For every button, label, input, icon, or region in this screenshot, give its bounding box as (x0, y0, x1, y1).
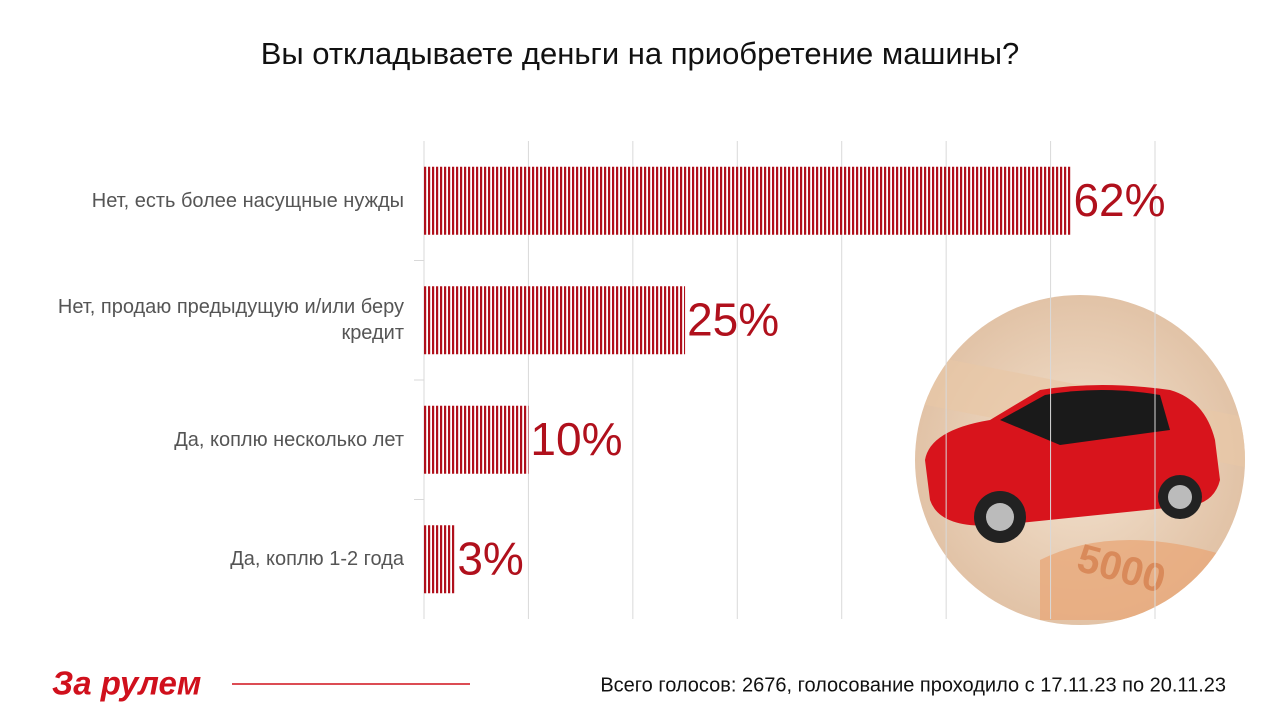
value-label: 25% (687, 293, 779, 345)
bar (424, 286, 686, 355)
value-label: 10% (530, 413, 622, 465)
chart-title: Вы откладываете деньги на приобретение м… (261, 36, 1020, 71)
logo: За рулем (52, 665, 201, 702)
footnote: Всего голосов: 2676, голосование проходи… (600, 674, 1226, 696)
value-label: 3% (457, 532, 523, 584)
category-label: Нет, продаю предыдущую и/или беру кредит (57, 296, 404, 345)
bar (424, 405, 529, 474)
category-label: Нет, есть более насущные нужды (91, 189, 404, 212)
photo: 5000 (915, 295, 1245, 625)
value-label: 62% (1073, 174, 1165, 226)
bar (424, 525, 456, 594)
bar (424, 166, 1072, 235)
category-label: Да, коплю несколько лет (174, 428, 404, 451)
category-label: Да, коплю 1-2 года (230, 548, 404, 571)
